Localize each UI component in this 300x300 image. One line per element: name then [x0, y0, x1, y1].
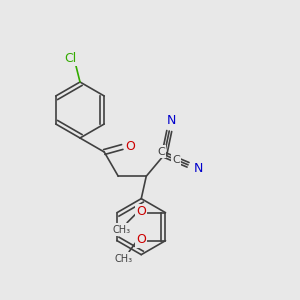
Text: O: O: [136, 205, 146, 218]
Text: CH₃: CH₃: [112, 225, 130, 235]
Text: Cl: Cl: [64, 52, 76, 64]
Text: CH₃: CH₃: [114, 254, 132, 264]
Text: C: C: [158, 147, 165, 157]
Text: C: C: [172, 155, 180, 165]
Text: O: O: [125, 140, 135, 152]
Text: N: N: [167, 115, 176, 128]
Text: O: O: [136, 233, 146, 246]
Text: N: N: [194, 162, 203, 175]
